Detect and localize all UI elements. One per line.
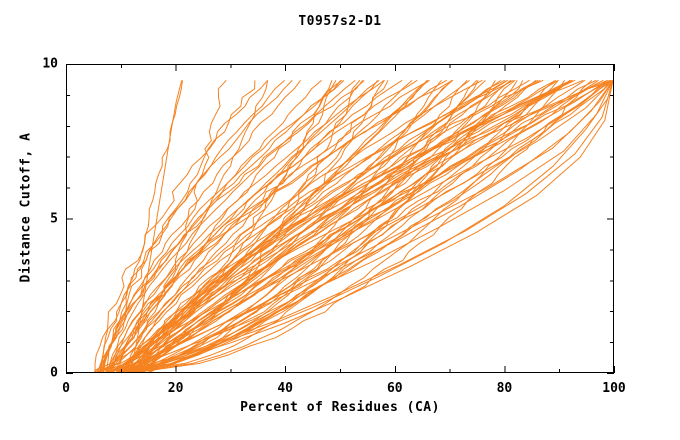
- curve-model-84: [137, 79, 613, 372]
- x-tick-label: 80: [496, 381, 513, 396]
- curve-model-76: [135, 79, 573, 372]
- curve-model-13: [94, 80, 269, 372]
- curve-model-25: [100, 79, 343, 372]
- curve-series-layer: [94, 79, 613, 372]
- curve-model-53: [123, 79, 502, 372]
- curve-model-20: [97, 80, 333, 372]
- curve-model-80: [139, 79, 599, 372]
- curve-model-41: [118, 79, 429, 372]
- curve-model-68: [137, 79, 541, 372]
- y-axis-label: Distance Cutoff, A: [18, 132, 34, 283]
- curve-model-78: [136, 79, 572, 372]
- curve-model-50: [124, 80, 496, 372]
- curve-model-47: [122, 79, 470, 372]
- x-tick-label: 60: [386, 381, 403, 396]
- curve-model-58: [129, 80, 524, 372]
- curve-model-19: [97, 79, 322, 372]
- curve-model-46: [118, 79, 453, 372]
- y-tick-label: 5: [50, 211, 58, 226]
- curve-model-83: [135, 79, 597, 372]
- curve-model-39: [110, 79, 430, 372]
- curve-model-18: [102, 80, 301, 372]
- curve-model-38: [110, 79, 418, 372]
- curve-model-09: [118, 80, 613, 371]
- plot-area: [66, 64, 614, 373]
- curve-model-89: [150, 79, 604, 372]
- curve-model-24: [107, 79, 356, 372]
- curve-model-17: [100, 79, 285, 372]
- curve-model-81: [137, 79, 584, 372]
- curve-model-65: [129, 79, 530, 372]
- curve-model-57: [129, 79, 514, 372]
- curve-model-75: [134, 79, 559, 372]
- curve-model-64: [126, 79, 539, 372]
- curve-model-90: [148, 79, 610, 372]
- curve-model-60: [129, 79, 512, 372]
- chart-title: T0957s2-D1: [298, 14, 382, 29]
- curve-model-34: [116, 79, 403, 372]
- y-tick-label: 0: [50, 365, 58, 381]
- curve-model-86: [142, 79, 608, 372]
- curve-model-27: [108, 79, 365, 372]
- curve-model-87: [143, 79, 612, 372]
- curve-model-48: [116, 79, 478, 372]
- curve-model-49: [125, 79, 483, 372]
- curve-model-14: [102, 80, 256, 372]
- x-tick-label: 20: [167, 381, 184, 396]
- curve-model-16: [99, 80, 293, 372]
- curve-model-32: [112, 79, 385, 372]
- curve-model-23: [103, 79, 345, 372]
- x-tick-label: 0: [62, 381, 70, 396]
- x-tick-label: 100: [602, 381, 626, 396]
- curve-model-72: [132, 80, 566, 372]
- curve-model-82: [138, 79, 593, 372]
- curve-model-29: [106, 80, 364, 372]
- curve-model-61: [128, 79, 508, 372]
- x-axis-label: Percent of Residues (CA): [240, 400, 440, 415]
- x-tick-label: 40: [277, 381, 294, 396]
- y-tick-label: 10: [42, 56, 58, 72]
- curve-model-51: [127, 80, 479, 372]
- curve-model-77: [139, 79, 573, 372]
- curve-model-73: [135, 80, 559, 372]
- curve-model-63: [128, 80, 518, 372]
- curve-model-79: [137, 79, 586, 372]
- curve-model-88: [149, 79, 613, 372]
- curve-model-08: [126, 80, 613, 371]
